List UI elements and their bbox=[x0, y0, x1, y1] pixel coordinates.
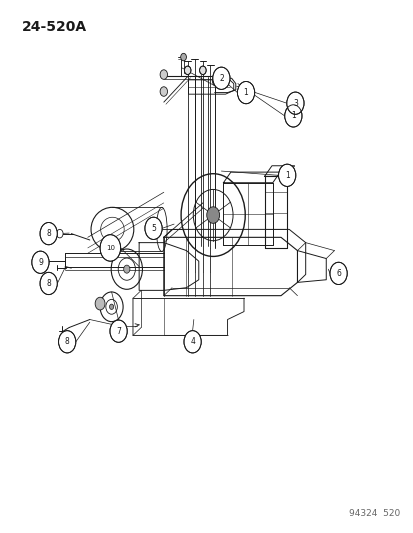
Text: 6: 6 bbox=[335, 269, 340, 278]
Text: 1: 1 bbox=[290, 111, 295, 120]
Circle shape bbox=[109, 304, 114, 310]
Text: 1: 1 bbox=[243, 88, 248, 97]
Circle shape bbox=[180, 53, 186, 61]
Circle shape bbox=[95, 297, 105, 310]
Circle shape bbox=[32, 251, 49, 273]
Text: 94324  520: 94324 520 bbox=[348, 510, 399, 519]
Circle shape bbox=[286, 92, 303, 114]
Circle shape bbox=[56, 229, 63, 238]
Text: 7: 7 bbox=[116, 327, 121, 336]
Text: 8: 8 bbox=[46, 229, 51, 238]
Circle shape bbox=[329, 262, 347, 285]
Text: 24-520A: 24-520A bbox=[22, 20, 87, 34]
Text: 10: 10 bbox=[106, 245, 114, 251]
Circle shape bbox=[206, 207, 219, 223]
Circle shape bbox=[212, 76, 219, 86]
Circle shape bbox=[58, 330, 76, 353]
Circle shape bbox=[123, 265, 130, 273]
Circle shape bbox=[183, 330, 201, 353]
Circle shape bbox=[212, 67, 230, 90]
Circle shape bbox=[40, 222, 57, 245]
Text: 9: 9 bbox=[38, 258, 43, 266]
Text: 3: 3 bbox=[292, 99, 297, 108]
Text: 8: 8 bbox=[46, 279, 51, 288]
Text: 2: 2 bbox=[218, 74, 223, 83]
Text: 5: 5 bbox=[151, 224, 156, 233]
Circle shape bbox=[40, 272, 57, 295]
Circle shape bbox=[237, 82, 254, 104]
Circle shape bbox=[100, 235, 120, 261]
Circle shape bbox=[284, 105, 301, 127]
Circle shape bbox=[199, 66, 206, 75]
Circle shape bbox=[184, 66, 190, 75]
Circle shape bbox=[278, 164, 295, 187]
Circle shape bbox=[110, 320, 127, 342]
Circle shape bbox=[145, 217, 162, 239]
Text: 4: 4 bbox=[190, 337, 195, 346]
Text: 1: 1 bbox=[284, 171, 289, 180]
Circle shape bbox=[160, 87, 167, 96]
Circle shape bbox=[160, 70, 167, 79]
Text: 8: 8 bbox=[65, 337, 69, 346]
